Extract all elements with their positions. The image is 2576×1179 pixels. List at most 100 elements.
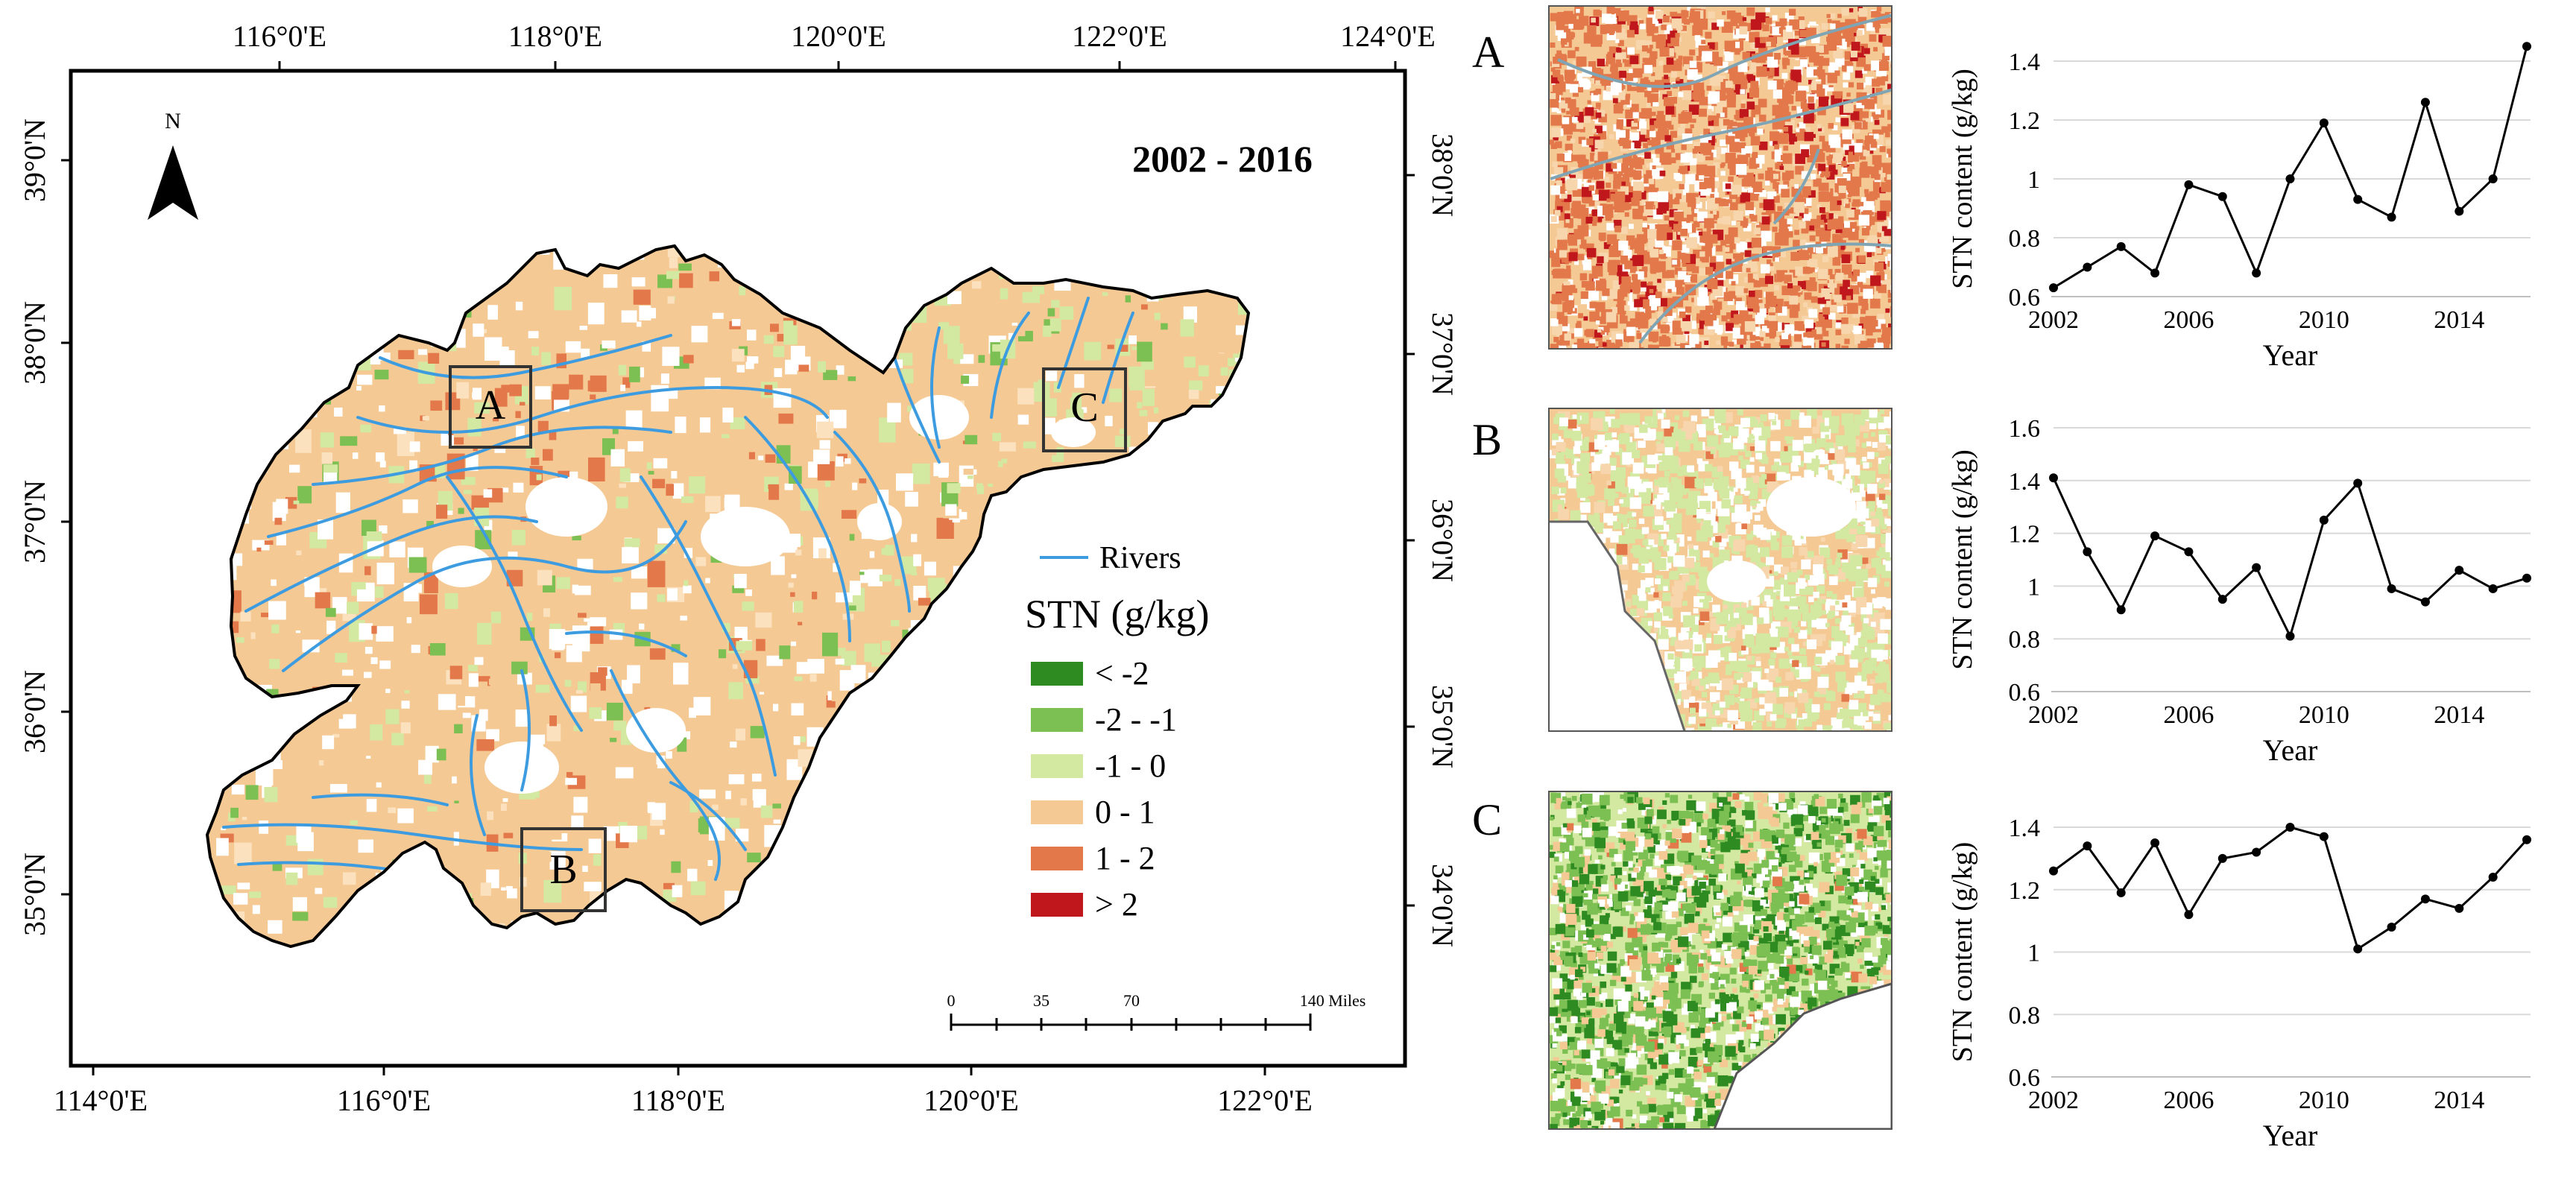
- legend-label: 0 - 1: [1095, 794, 1155, 830]
- data-point: [2455, 566, 2464, 575]
- data-point: [2049, 283, 2058, 293]
- data-point: [2217, 595, 2227, 604]
- bottom-lon-label: 122°0'E: [1217, 1084, 1313, 1117]
- top-lon-label: 122°0'E: [1072, 19, 1167, 53]
- north-label: N: [165, 109, 181, 133]
- x-axis-title: Year: [2263, 1119, 2318, 1152]
- legend-swatch: [1031, 800, 1083, 824]
- y-tick-label: 1.4: [2009, 48, 2041, 76]
- x-tick-label: 2014: [2434, 306, 2484, 334]
- study-box-label: B: [549, 847, 577, 893]
- bottom-lon-label: 118°0'E: [631, 1084, 725, 1117]
- y-tick-label: 0.8: [2009, 1002, 2041, 1029]
- data-point: [2455, 206, 2464, 216]
- legend-swatch: [1031, 662, 1083, 686]
- legend-label: > 2: [1095, 886, 1138, 923]
- data-point: [2353, 944, 2363, 954]
- y-axis-title: STN content (g/kg): [1947, 842, 1978, 1063]
- x-tick-label: 2006: [2163, 701, 2214, 729]
- data-point: [2420, 98, 2430, 107]
- data-point: [2420, 597, 2430, 607]
- inset-b: [1548, 408, 1892, 732]
- data-point: [2488, 174, 2498, 183]
- x-tick-label: 2010: [2299, 306, 2349, 334]
- y-tick-label: 0.8: [2009, 626, 2041, 654]
- left-lat-label: 35°0'N: [18, 853, 51, 936]
- legend-label: 1 - 2: [1095, 840, 1155, 876]
- legend-label: -2 - -1: [1095, 701, 1177, 738]
- x-tick-label: 2010: [2299, 701, 2349, 729]
- data-point: [2387, 584, 2396, 593]
- series-line: [2053, 826, 2528, 951]
- y-tick-label: 1.2: [2009, 107, 2041, 135]
- right-lat-label: 34°0'N: [1426, 864, 1459, 947]
- scale-label: 0: [947, 991, 956, 1010]
- data-point: [2049, 473, 2058, 483]
- left-lat-label: 38°0'N: [18, 301, 51, 385]
- top-lon-label: 118°0'E: [508, 19, 602, 53]
- rivers-legend-label: Rivers: [1099, 541, 1181, 575]
- inset-panels: A B C: [1472, 5, 1892, 1130]
- y-tick-label: 0.6: [2009, 1064, 2041, 1092]
- x-tick-label: 2014: [2434, 701, 2484, 729]
- data-point: [2285, 823, 2295, 832]
- data-point: [2420, 894, 2430, 904]
- study-box-b: B: [520, 827, 607, 912]
- legend-swatch: [1031, 754, 1083, 778]
- map-title: 2002 - 2016: [1132, 138, 1313, 180]
- province-boundary: [205, 244, 1251, 949]
- line-charts: 0.6 0.8 1 1.2 1.4 2002 2006 2010 2014 Year STN con…: [1947, 42, 2531, 1152]
- y-tick-label: 0.6: [2009, 284, 2041, 312]
- y-tick-label: 1.6: [2009, 415, 2041, 443]
- data-point: [2387, 212, 2396, 222]
- left-lat-label: 39°0'N: [18, 118, 51, 202]
- legend-label: -1 - 0: [1095, 747, 1166, 784]
- study-box-label: C: [1070, 385, 1098, 431]
- panel-letter-c: C: [1472, 795, 1502, 844]
- study-box-label: A: [476, 382, 506, 429]
- data-point: [2083, 262, 2092, 272]
- right-lat-label: 37°0'N: [1426, 312, 1459, 396]
- y-tick-label: 1: [2027, 166, 2040, 194]
- x-tick-label: 2002: [2028, 701, 2079, 729]
- x-tick-label: 2006: [2163, 306, 2214, 334]
- line-chart-b: 0.6 0.8 1 1.2 1.4 1.6 2002 2006 2010 2014 Year STN …: [1947, 415, 2531, 767]
- data-point: [2184, 910, 2194, 920]
- data-point: [2319, 832, 2329, 841]
- legend-title: STN (g/kg): [1025, 592, 1209, 636]
- inset-a: [1548, 5, 1892, 350]
- top-lon-label: 120°0'E: [791, 19, 886, 53]
- right-lat-label: 36°0'N: [1426, 499, 1459, 582]
- x-tick-label: 2014: [2434, 1087, 2484, 1114]
- data-point: [2184, 180, 2194, 189]
- data-point: [2455, 903, 2464, 913]
- legend-swatch: [1031, 708, 1083, 732]
- data-point: [2319, 118, 2329, 127]
- data-point: [2522, 573, 2531, 583]
- rivers: [222, 297, 1134, 881]
- y-tick-label: 0.6: [2009, 679, 2041, 707]
- data-point: [2116, 605, 2126, 615]
- data-point: [2150, 838, 2160, 847]
- left-lat-label: 37°0'N: [18, 480, 51, 563]
- bottom-lon-label: 116°0'E: [337, 1084, 431, 1117]
- data-point: [2522, 42, 2531, 51]
- north-arrow-icon: N: [148, 109, 198, 220]
- data-point: [2217, 192, 2227, 201]
- bottom-lon-label: 120°0'E: [924, 1084, 1019, 1117]
- y-tick-label: 0.8: [2009, 225, 2041, 253]
- study-box-a: A: [449, 365, 532, 449]
- scale-label: 70: [1123, 991, 1140, 1010]
- panel-letter-b: B: [1472, 415, 1502, 464]
- left-lat-label: 36°0'N: [18, 670, 51, 753]
- data-point: [2353, 478, 2363, 488]
- top-lon-label: 116°0'E: [233, 19, 326, 53]
- data-point: [2387, 923, 2396, 932]
- data-point: [2488, 584, 2498, 593]
- y-axis-title: STN content (g/kg): [1947, 449, 1978, 670]
- y-tick-label: 1.4: [2009, 815, 2041, 842]
- y-tick-label: 1.2: [2009, 877, 2041, 905]
- data-point: [2083, 547, 2092, 557]
- map-legend: Rivers STN (g/kg) < -2 -2 - -1 -1 - 0 0 - 1…: [1025, 541, 1209, 923]
